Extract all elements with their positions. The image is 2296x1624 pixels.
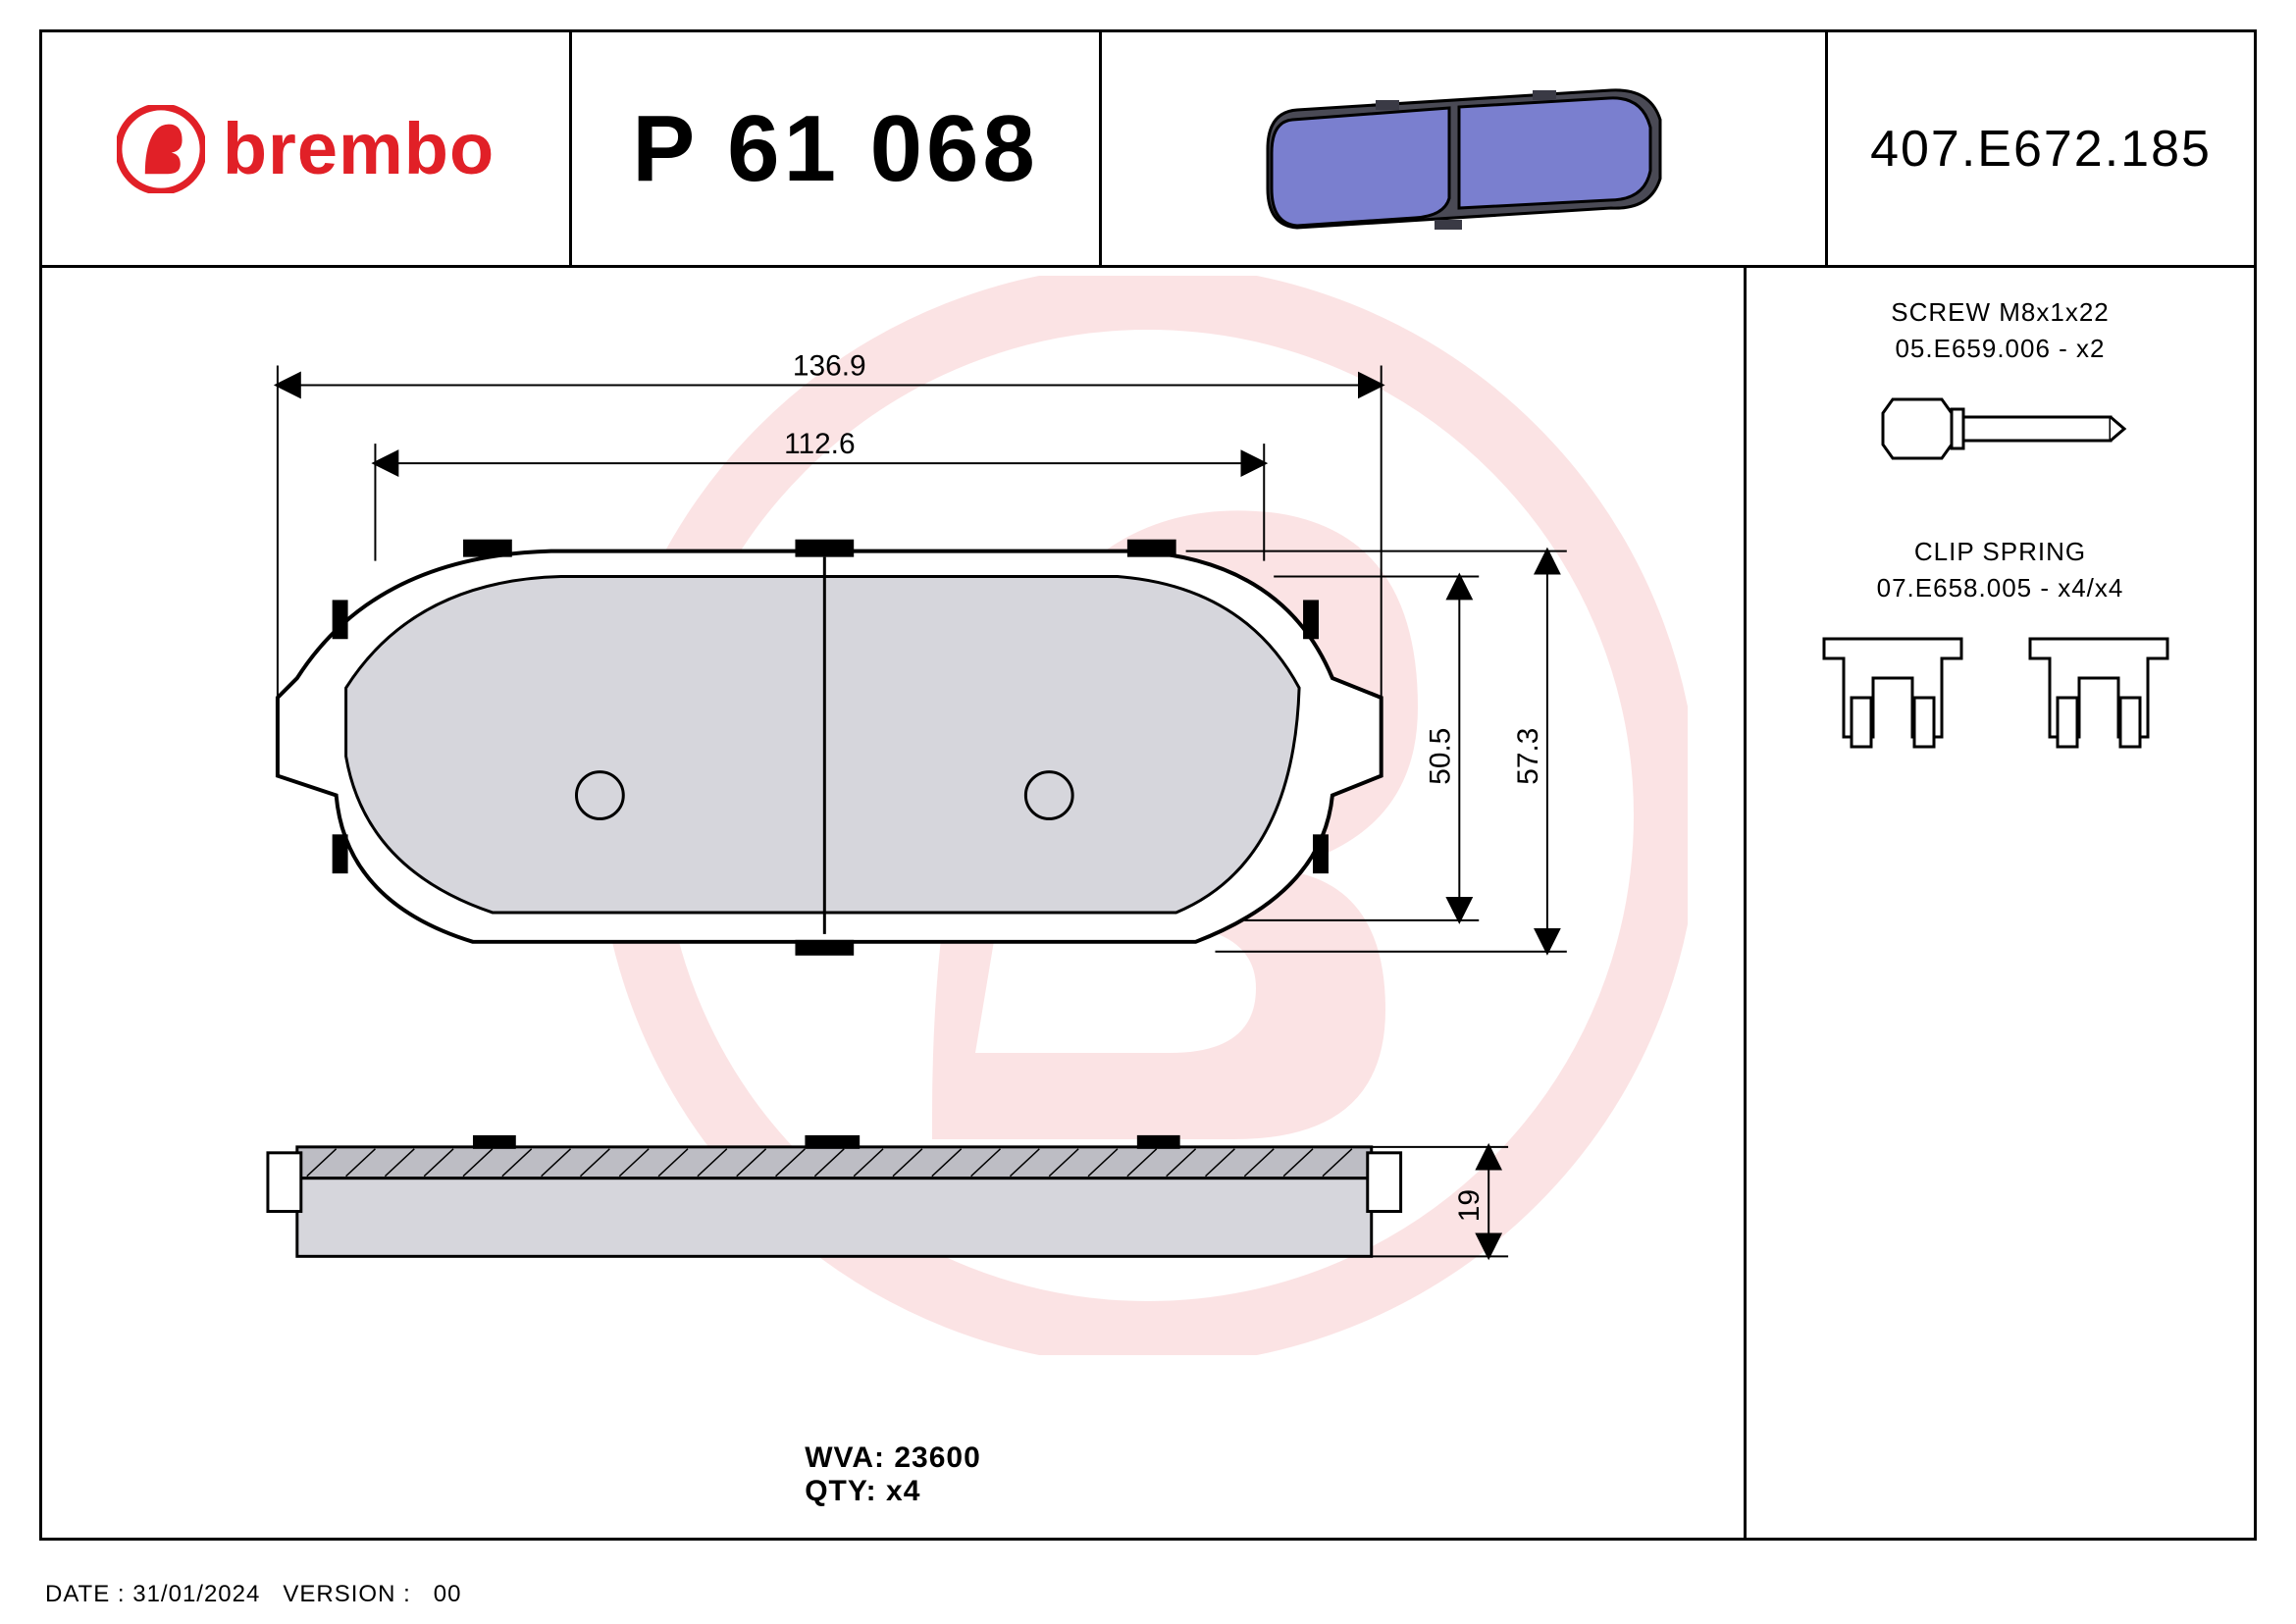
dim-width-inner: 112.6 bbox=[784, 428, 856, 460]
dim-thickness: 19 bbox=[1453, 1189, 1486, 1222]
date-value: 31/01/2024 bbox=[132, 1581, 260, 1607]
document-number: 407.E672.185 bbox=[1870, 120, 2212, 179]
version-value: 00 bbox=[434, 1581, 462, 1607]
clip-tab bbox=[1313, 834, 1329, 873]
body-row: 136.9 112.6 50.5 57.3 bbox=[42, 268, 2254, 1538]
accessory-title: SCREW M8x1x22 bbox=[1891, 297, 2110, 328]
clip-tab bbox=[333, 600, 348, 639]
dim-height-overall: 57.3 bbox=[1512, 728, 1544, 785]
brembo-logo: brembo bbox=[117, 105, 495, 193]
header-logo-cell: brembo bbox=[42, 32, 572, 265]
friction-surface bbox=[346, 577, 1299, 913]
footer-info: WVA: 23600 QTY: x4 bbox=[805, 1441, 981, 1508]
clip-tab bbox=[1303, 600, 1319, 639]
wva-label: WVA: bbox=[805, 1441, 885, 1474]
brembo-mark-icon bbox=[117, 105, 205, 193]
clip-tab bbox=[333, 834, 348, 873]
qty-label: QTY: bbox=[805, 1475, 876, 1507]
main-drawing-area: 136.9 112.6 50.5 57.3 bbox=[42, 268, 1744, 1538]
dim-width-overall: 136.9 bbox=[793, 349, 866, 382]
accessory-title: CLIP SPRING bbox=[1914, 537, 2086, 567]
clip-tab bbox=[463, 540, 512, 557]
brand-name: brembo bbox=[223, 107, 495, 190]
clip-spring-icon bbox=[1795, 609, 2207, 766]
accessory-code: 07.E658.005 - x4/x4 bbox=[1877, 573, 2124, 603]
date-label: DATE : bbox=[45, 1581, 126, 1607]
isometric-pad-icon bbox=[1238, 51, 1690, 247]
header-part-cell: P 61 068 bbox=[572, 32, 1102, 265]
side-view: 19 bbox=[268, 1135, 1508, 1256]
screw-icon bbox=[1853, 370, 2148, 488]
drawing-frame: brembo P 61 068 bbox=[39, 29, 2257, 1541]
dim-height-pad: 50.5 bbox=[1424, 728, 1456, 785]
version-label: VERSION : bbox=[283, 1581, 410, 1607]
accessory-screw: SCREW M8x1x22 05.E659.006 - x2 bbox=[1853, 297, 2148, 488]
header-row: brembo P 61 068 bbox=[42, 32, 2254, 268]
clip-tab bbox=[795, 940, 854, 956]
accessory-code: 05.E659.006 - x2 bbox=[1895, 334, 2105, 364]
clip-tab bbox=[1127, 540, 1176, 557]
header-doc-cell: 407.E672.185 bbox=[1828, 32, 2254, 265]
date-version-line: DATE : 31/01/2024 VERSION : 00 bbox=[45, 1581, 461, 1608]
technical-drawing: 136.9 112.6 50.5 57.3 bbox=[42, 268, 1744, 1538]
part-number: P 61 068 bbox=[632, 95, 1039, 203]
accessory-clip: CLIP SPRING 07.E658.005 - x4/x4 bbox=[1795, 537, 2207, 766]
clip-tab bbox=[795, 540, 854, 557]
header-iso-cell bbox=[1102, 32, 1828, 265]
wva-value: 23600 bbox=[894, 1441, 980, 1474]
qty-value: x4 bbox=[886, 1475, 920, 1507]
accessories-column: SCREW M8x1x22 05.E659.006 - x2 CLIP SPRI… bbox=[1744, 268, 2254, 1538]
